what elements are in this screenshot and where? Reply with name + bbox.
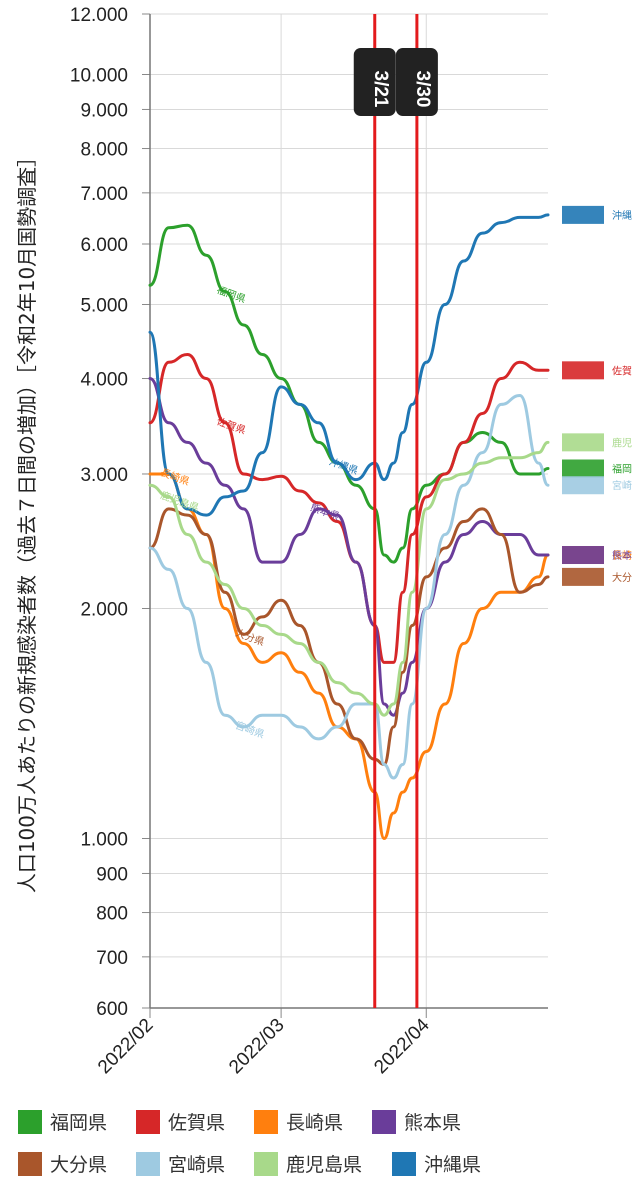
series-line	[148, 472, 550, 840]
series-inline-label: 宮崎県	[234, 718, 267, 740]
legend-swatch	[372, 1109, 396, 1134]
y-tick-label: 600	[96, 999, 128, 1020]
legend-label: 沖縄県	[424, 1154, 482, 1176]
series-end-label: 沖縄	[612, 209, 632, 222]
date-marker-badge	[353, 48, 396, 116]
legend-item[interactable]: 大分県	[18, 1150, 107, 1177]
series-end-swatch	[562, 476, 604, 495]
y-tick-label: 3.000	[80, 465, 128, 486]
series-layer	[148, 213, 550, 840]
series-end-swatch	[562, 361, 604, 380]
date-marker-badge	[395, 48, 438, 116]
legend-item[interactable]: 鹿児島県	[254, 1150, 362, 1177]
legend-swatch	[136, 1109, 160, 1134]
legend-item[interactable]: 佐賀県	[136, 1108, 225, 1135]
y-tick-label: 2.000	[80, 600, 128, 621]
series-end-swatch	[562, 546, 604, 565]
legend-item[interactable]: 沖縄県	[392, 1150, 481, 1177]
legend-item[interactable]: 宮崎県	[136, 1150, 225, 1177]
y-tick-label: 9.000	[80, 100, 128, 121]
series-end-swatch	[562, 567, 604, 586]
y-tick-label: 8.000	[80, 140, 128, 161]
series-end-label: 熊本	[612, 549, 632, 562]
series-end-swatch	[562, 433, 604, 452]
legend-label: 鹿児島県	[286, 1154, 363, 1176]
legend-swatch	[254, 1151, 278, 1176]
series-end-label: 佐賀	[612, 365, 632, 377]
y-tick-label: 6.000	[80, 235, 128, 256]
grid	[149, 13, 548, 1009]
date-markers: 3/21 3/30	[353, 14, 438, 1008]
date-marker-label: 3/21	[370, 71, 391, 108]
x-tick-label: 2022/03	[225, 1015, 288, 1078]
legend-swatch	[136, 1151, 160, 1176]
series-inline-label: 熊本県	[309, 501, 342, 523]
line-chart: 600 700 800 900 1.000 2.000 3.000 4.000 5.000 6.0…	[15, 5, 632, 1078]
y-tick-label: 5.000	[80, 295, 128, 316]
series-line	[148, 394, 550, 780]
legend-label: 大分県	[50, 1154, 108, 1176]
legend-item[interactable]: 熊本県	[372, 1108, 461, 1135]
y-tick-label: 1.000	[80, 830, 128, 851]
legend-label: 福岡県	[50, 1112, 108, 1134]
series-line	[148, 353, 550, 664]
series-line	[148, 440, 550, 717]
legend-label: 長崎県	[286, 1112, 344, 1134]
y-tick-label: 700	[96, 948, 128, 969]
y-tick-label: 900	[96, 864, 128, 885]
legend-swatch	[18, 1151, 42, 1176]
legend-item[interactable]: 長崎県	[254, 1108, 343, 1135]
y-tick-label: 12.000	[70, 5, 128, 26]
legend-swatch	[392, 1151, 416, 1176]
series-end-label: 福岡	[612, 462, 632, 475]
y-tick-label: 10.000	[70, 65, 128, 86]
axes: 600 700 800 900 1.000 2.000 3.000 4.000 5.000 6.0…	[70, 5, 548, 1078]
y-tick-label: 800	[96, 904, 128, 925]
x-tick-label: 2022/02	[94, 1015, 157, 1078]
legend-label: 宮崎県	[168, 1154, 226, 1176]
legend-swatch	[254, 1109, 278, 1134]
series-end-label: 大分	[612, 571, 632, 584]
series-line	[148, 213, 550, 517]
legend-swatch	[18, 1109, 42, 1134]
x-tick-label: 2022/04	[370, 1014, 434, 1078]
y-tick-label: 7.000	[80, 184, 128, 205]
series-end-label: 長崎	[612, 549, 632, 562]
series-end-swatch	[562, 459, 604, 478]
legend-label: 熊本県	[404, 1112, 462, 1134]
y-axis-label: 人口100万人あたりの新規感染者数（過去７日間の増加）［令和2年10月国勢調査］	[15, 147, 39, 893]
series-end-swatch	[562, 205, 604, 224]
series-end-label: 鹿児	[612, 436, 632, 449]
legend-label: 佐賀県	[168, 1112, 226, 1134]
series-end-label: 宮崎	[612, 479, 632, 492]
y-tick-label: 4.000	[80, 370, 128, 391]
date-marker-label: 3/30	[412, 71, 433, 108]
legend-item[interactable]: 福岡県	[18, 1108, 107, 1135]
